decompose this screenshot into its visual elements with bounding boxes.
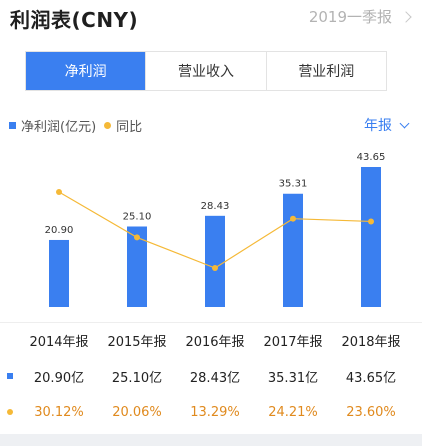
profit-cell: 43.65亿	[345, 370, 397, 386]
bar-legend-swatch-icon	[9, 122, 16, 129]
bar-value-label: 35.31	[279, 179, 308, 190]
bar-value-label: 25.10	[123, 211, 152, 222]
line-legend-swatch-icon	[104, 122, 112, 129]
tab-net-profit[interactable]: 净利润	[26, 52, 146, 90]
yoy-point-2017年报	[290, 215, 296, 222]
table-header-cell: 2015年报	[107, 335, 167, 350]
yoy-point-2016年报	[212, 265, 218, 271]
yoy-cell: 24.21%	[268, 404, 318, 420]
bar-2017年报	[283, 193, 303, 307]
page-title: 利润表(CNY)	[10, 8, 139, 32]
yoy-cell: 13.29%	[190, 404, 240, 420]
table-header-cell: 2016年报	[185, 335, 245, 350]
chevron-down-icon	[399, 118, 410, 128]
period-label: 2019一季报	[308, 8, 392, 26]
bar-2016年报	[205, 215, 225, 307]
yoy-cell: 23.60%	[346, 404, 396, 420]
profit-chart: 20.90 25.10 28.43 35.31 43.65	[45, 152, 386, 307]
annual-report-dropdown[interactable]: 年报	[364, 115, 410, 135]
bar-2014年报	[49, 239, 69, 307]
line-marker-icon	[7, 409, 13, 415]
bar-value-label: 28.43	[201, 201, 230, 212]
bar-2018年报	[361, 167, 381, 307]
yoy-cell: 30.12%	[34, 404, 84, 420]
tab-revenue[interactable]: 营业收入	[145, 52, 266, 90]
header: 利润表(CNY) 2019一季报	[0, 0, 422, 36]
table-header-row: 2014年报 2015年报 2016年报 2017年报 2018年报	[0, 322, 422, 358]
bar-value-label: 20.90	[45, 225, 74, 236]
bottom-divider	[0, 434, 422, 446]
table-header-cell: 2017年报	[263, 335, 323, 350]
chevron-right-icon	[400, 10, 412, 23]
tab-operating-profit[interactable]: 营业利润	[265, 52, 386, 90]
chart-legend: 净利润(亿元) 同比	[9, 116, 142, 135]
yoy-cell: 20.06%	[112, 404, 162, 420]
annual-report-label: 年报	[364, 118, 392, 134]
table-header-cell: 2014年报	[29, 335, 89, 350]
yoy-point-2018年报	[368, 218, 374, 225]
period-selector[interactable]: 2019一季报	[308, 6, 412, 27]
bar-value-label: 43.65	[357, 152, 386, 163]
profit-cell: 25.10亿	[111, 370, 163, 386]
profit-cell: 28.43亿	[189, 370, 241, 386]
yoy-point-2014年报	[56, 189, 62, 195]
yoy-point-2015年报	[134, 234, 140, 241]
table-row-profit: 20.90亿 25.10亿 28.43亿 35.31亿 43.65亿	[0, 358, 422, 394]
profit-cell: 35.31亿	[267, 370, 319, 386]
legend-line-label: 同比	[116, 120, 143, 135]
profit-cell: 20.90亿	[33, 370, 85, 386]
metric-tabs: 净利润 营业收入 营业利润	[25, 51, 387, 91]
bar-marker-icon	[7, 373, 13, 379]
data-table: 2014年报 2015年报 2016年报 2017年报 2018年报 20.90…	[0, 322, 422, 430]
legend-bar-label: 净利润(亿元)	[21, 120, 97, 135]
table-header-cell: 2018年报	[341, 335, 401, 350]
bar-2015年报	[127, 226, 147, 307]
table-row-yoy: 30.12% 20.06% 13.29% 24.21% 23.60%	[0, 394, 422, 430]
